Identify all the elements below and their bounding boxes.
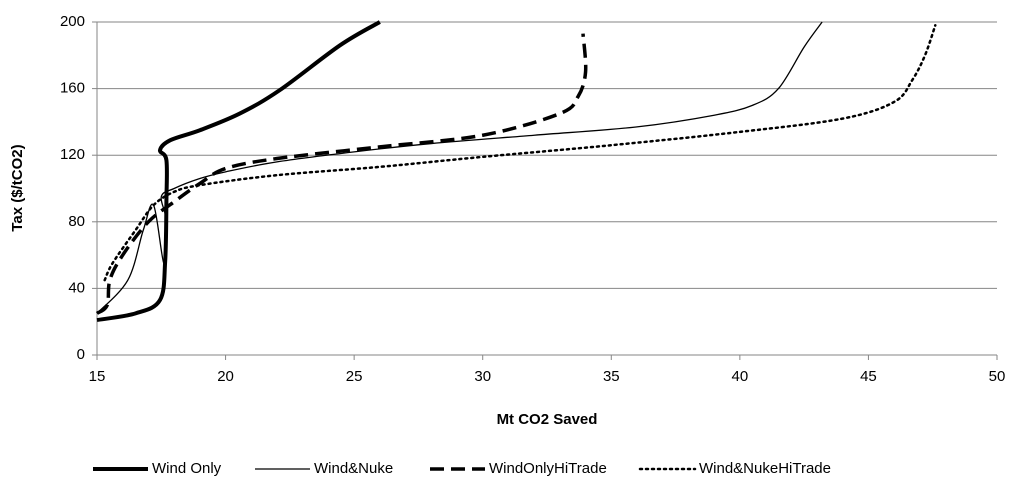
x-tick-label: 25: [346, 368, 363, 385]
x-tick-label: 20: [217, 368, 234, 385]
y-tick-label: 200: [60, 13, 85, 30]
legend-label: Wind Only: [152, 460, 222, 477]
legend-label: Wind&Nuke: [314, 460, 393, 477]
y-tick-label: 80: [68, 213, 85, 230]
x-tick-label: 35: [603, 368, 620, 385]
legend-label: WindOnlyHiTrade: [489, 460, 607, 477]
y-tick-label: 120: [60, 146, 85, 163]
y-tick-label: 40: [68, 279, 85, 296]
x-tick-label: 50: [989, 368, 1006, 385]
x-tick-label: 15: [89, 368, 106, 385]
x-tick-label: 45: [860, 368, 877, 385]
line-series: [96, 20, 381, 323]
x-tick-label: 40: [732, 368, 749, 385]
line-series: [95, 33, 588, 315]
line-series: [96, 21, 823, 314]
y-tick-label: 0: [77, 346, 85, 363]
line-series: [103, 24, 937, 282]
x-axis-title: Mt CO2 Saved: [497, 411, 598, 428]
x-tick-label: 30: [474, 368, 491, 385]
y-axis-title: Tax ($/tCO2): [9, 144, 26, 231]
y-tick-label: 160: [60, 80, 85, 97]
legend-label: Wind&NukeHiTrade: [699, 460, 831, 477]
